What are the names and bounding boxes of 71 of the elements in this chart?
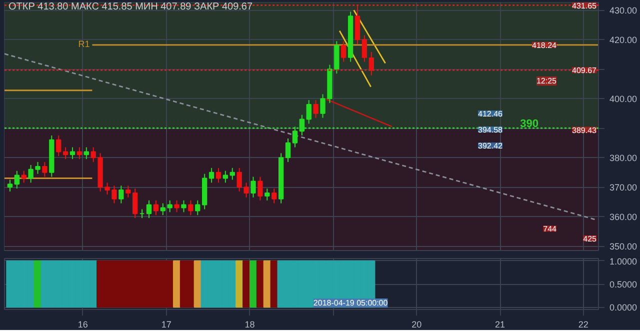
annotation: R1: [78, 38, 90, 49]
candlestick: [250, 176, 256, 198]
annotation: 392.42: [478, 142, 504, 150]
annotation: 412.46: [478, 110, 504, 118]
candlestick: [299, 114, 304, 136]
y-tick-label: 370.00: [610, 182, 638, 193]
candlestick: [118, 185, 124, 204]
candlestick: [208, 167, 214, 184]
candlestick: [174, 200, 180, 213]
annotation: ОТКР 413.80 МАКС 415.85 МИН 407.89 ЗАКР 409.67: [8, 2, 253, 12]
candlestick: [76, 146, 82, 160]
candlestick: [35, 162, 40, 174]
candlestick: [222, 170, 228, 184]
candlestick: [362, 34, 368, 62]
y-tick-label: 0.5000: [610, 280, 638, 290]
annotation: 744: [543, 224, 558, 234]
candlestick: [7, 179, 13, 192]
annotation: 2018-04-19 05:00:00: [313, 298, 388, 308]
candlestick: [285, 138, 291, 163]
candlestick: [188, 200, 194, 216]
y-tick-label: 360.00: [610, 212, 638, 222]
annotation: 394.58: [478, 126, 504, 134]
candlestick: [258, 176, 263, 201]
x-tick-label: 17: [161, 320, 172, 330]
candlestick: [62, 146, 68, 160]
candlestick: [292, 126, 298, 148]
candlestick: [146, 200, 152, 219]
annotation: 409.67: [572, 66, 598, 76]
candlestick: [56, 134, 62, 157]
candlestick: [167, 200, 172, 213]
candlestick: [126, 185, 131, 198]
candlestick: [368, 51, 374, 76]
annotation: 431.65: [572, 1, 598, 10]
annotation: 389.43: [572, 126, 598, 135]
candlestick: [181, 200, 186, 213]
candlestick: [112, 185, 117, 204]
y-tick-label: 420.00: [610, 35, 638, 46]
y-tick-label: 400.00: [610, 94, 638, 104]
candlestick: [14, 170, 20, 190]
candlestick: [28, 164, 34, 184]
x-tick-label: 18: [244, 320, 255, 330]
candlestick: [160, 202, 166, 216]
y-tick-label: 430.00: [610, 6, 638, 16]
candlestick: [264, 188, 270, 201]
annotation: 418.24: [532, 40, 558, 50]
annotation: 425: [583, 234, 598, 244]
y-tick-label: 1.0000: [610, 256, 638, 266]
y-tick-label: 0.0000: [610, 302, 638, 313]
candlestick: [354, 4, 360, 45]
y-tick-label: 380.00: [610, 153, 638, 164]
candlestick: [42, 162, 48, 178]
annotation: 12:25: [536, 76, 558, 86]
y-tick-label: 350.00: [610, 242, 638, 252]
x-tick-label: 22: [578, 320, 588, 330]
x-tick-label: 16: [78, 320, 88, 330]
candlestick: [104, 182, 110, 195]
candlestick: [132, 188, 138, 219]
candlestick: [341, 40, 346, 62]
candlestick: [313, 100, 318, 118]
x-tick-label: 21: [495, 320, 506, 330]
candlestick: [272, 188, 277, 204]
x-tick-label: 20: [412, 320, 422, 330]
candlestick: [216, 167, 222, 184]
candlestick: [230, 167, 235, 180]
candlestick: [306, 100, 312, 124]
candlestick: [195, 200, 200, 216]
candlestick: [153, 200, 159, 216]
ref-line-label: 390: [520, 118, 539, 130]
candlestick: [84, 146, 89, 160]
candlestick: [70, 146, 76, 160]
candlestick: [21, 170, 26, 184]
